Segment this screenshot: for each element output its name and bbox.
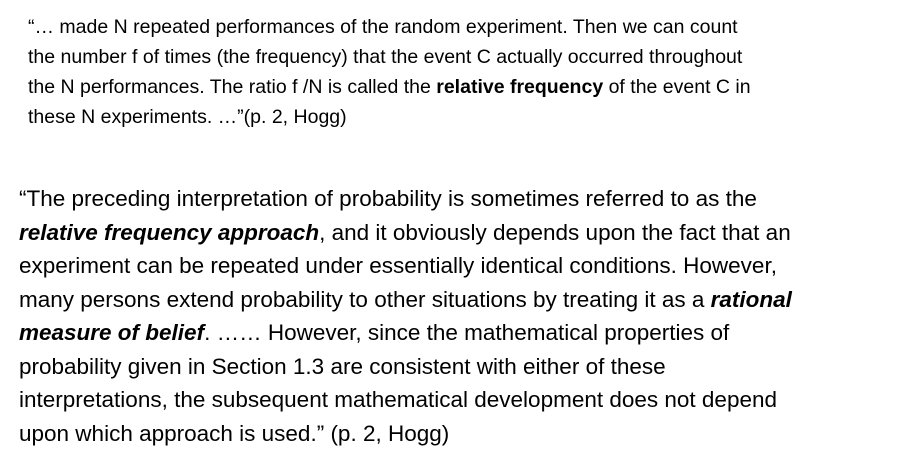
quote2-line-8: upon which approach is used.” (p. 2, Hog…: [19, 420, 450, 446]
relative-frequency-term: relative frequency: [436, 76, 604, 98]
quote2-line-5: measure of belief. …… However, since the…: [19, 316, 792, 350]
quote2-line-6: probability given in Section 1.3 are con…: [19, 353, 666, 379]
relative-frequency-approach-term: relative frequency approach: [19, 219, 320, 245]
quote2-line-2-end: , and it obviously depends upon the fact…: [319, 219, 791, 245]
quote1-line-4: these N experiments. …”(p. 2, Hogg): [28, 106, 347, 128]
relative-frequency-quote: “… made N repeated performances of the r…: [28, 12, 751, 132]
quote2-line-4-start: many persons extend probability to other…: [19, 286, 711, 312]
measure-of-belief-term: measure of belief: [19, 320, 205, 345]
quote2-line-5-end: . …… However, since the mathematical pro…: [204, 320, 730, 345]
quote1-line-3-end: of the event C in: [603, 76, 751, 98]
interpretation-quote: “The preceding interpretation of probabi…: [19, 182, 792, 450]
quote1-line-1: “… made N repeated performances of the r…: [28, 16, 738, 38]
quote1-line-2: the number f of times (the frequency) th…: [28, 46, 743, 68]
quote1-line-3-start: the N performances. The ratio f /N is ca…: [28, 76, 437, 98]
quote2-line-4: many persons extend probability to other…: [19, 283, 792, 317]
quote2-line-1: “The preceding interpretation of probabi…: [19, 186, 757, 211]
rational-term: rational: [710, 286, 792, 312]
quote2-line-7: interpretations, the subsequent mathemat…: [19, 387, 778, 412]
quote1-line-3: the N performances. The ratio f /N is ca…: [28, 72, 751, 102]
quote2-line-3: experiment can be repeated under essenti…: [19, 253, 777, 278]
quote2-line-2: relative frequency approach, and it obvi…: [19, 216, 792, 250]
